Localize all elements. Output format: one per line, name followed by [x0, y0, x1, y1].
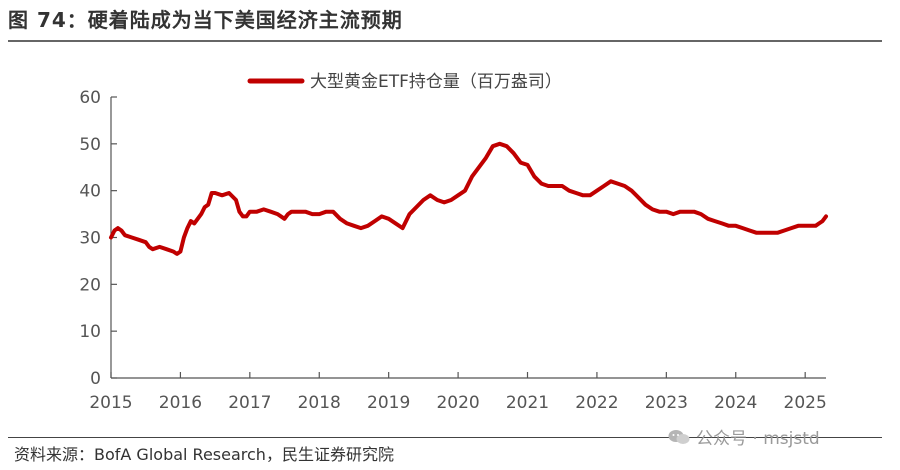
x-tick-label: 2020 [436, 393, 479, 413]
y-tick-label: 20 [79, 275, 101, 295]
x-tick-label: 2025 [784, 393, 827, 413]
y-tick-label: 50 [79, 135, 101, 155]
y-axis: 0 10 20 30 40 50 60 [79, 88, 117, 389]
title-divider [8, 40, 882, 42]
y-tick-label: 60 [79, 88, 101, 108]
x-tick-label: 2023 [645, 393, 688, 413]
x-axis: 2015 2016 2017 2018 2019 2020 2021 2022 2023 2024… [89, 372, 827, 413]
x-tick-label: 2018 [298, 393, 341, 413]
x-tick-label: 2015 [89, 393, 132, 413]
y-tick-label: 0 [90, 369, 101, 389]
x-tick-label: 2022 [575, 393, 618, 413]
watermark: 公众号 · msjstd [668, 424, 820, 449]
y-tick-label: 40 [79, 182, 101, 202]
wechat-icon [668, 429, 690, 444]
source-divider [8, 437, 882, 438]
x-tick-label: 2016 [159, 393, 202, 413]
y-tick-label: 10 [79, 322, 101, 342]
page-title: 图 74：硬着陆成为当下美国经济主流预期 [8, 8, 403, 32]
x-tick-label: 2019 [367, 393, 410, 413]
source-note: 资料来源：BofA Global Research，民生证券研究院 [14, 445, 394, 464]
x-tick-label: 2017 [228, 393, 271, 413]
legend-label: 大型黄金ETF持仓量（百万盎司） [310, 72, 562, 92]
series-line-gold-etf-holdings [109, 141, 828, 256]
x-tick-label: 2021 [506, 393, 549, 413]
legend: 大型黄金ETF持仓量（百万盎司） [247, 72, 562, 92]
x-tick-label: 2024 [714, 393, 757, 413]
y-tick-label: 30 [79, 229, 101, 249]
watermark-text: 公众号 · msjstd [696, 429, 820, 449]
